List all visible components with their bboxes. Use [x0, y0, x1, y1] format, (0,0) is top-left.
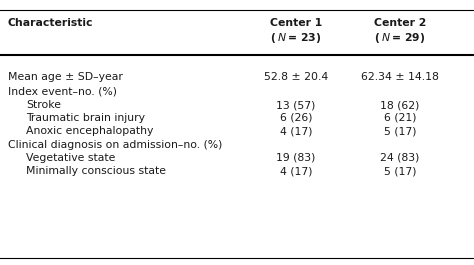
- Text: Vegetative state: Vegetative state: [26, 153, 115, 163]
- Text: Mean age ± SD–year: Mean age ± SD–year: [8, 72, 123, 82]
- Text: 24 (83): 24 (83): [380, 153, 419, 163]
- Text: 18 (62): 18 (62): [380, 100, 419, 110]
- Text: Traumatic brain injury: Traumatic brain injury: [26, 113, 145, 123]
- Text: Clinical diagnosis on admission–no. (%): Clinical diagnosis on admission–no. (%): [8, 140, 222, 150]
- Text: 6 (21): 6 (21): [384, 113, 416, 123]
- Text: Anoxic encephalopathy: Anoxic encephalopathy: [26, 126, 154, 136]
- Text: 6 (26): 6 (26): [280, 113, 312, 123]
- Text: 4 (17): 4 (17): [280, 126, 312, 136]
- Text: Stroke: Stroke: [26, 100, 61, 110]
- Text: Index event–no. (%): Index event–no. (%): [8, 87, 117, 97]
- Text: 5 (17): 5 (17): [384, 126, 416, 136]
- Text: 13 (57): 13 (57): [276, 100, 316, 110]
- Text: 4 (17): 4 (17): [280, 166, 312, 176]
- Text: Center 1: Center 1: [270, 18, 322, 28]
- Text: 5 (17): 5 (17): [384, 166, 416, 176]
- Text: 62.34 ± 14.18: 62.34 ± 14.18: [361, 72, 439, 82]
- Text: Characteristic: Characteristic: [8, 18, 93, 28]
- Text: ( $N$ = 29): ( $N$ = 29): [374, 31, 426, 45]
- Text: Center 2: Center 2: [374, 18, 426, 28]
- Text: 19 (83): 19 (83): [276, 153, 316, 163]
- Text: 52.8 ± 20.4: 52.8 ± 20.4: [264, 72, 328, 82]
- Text: ( $N$ = 23): ( $N$ = 23): [270, 31, 322, 45]
- Text: Minimally conscious state: Minimally conscious state: [26, 166, 166, 176]
